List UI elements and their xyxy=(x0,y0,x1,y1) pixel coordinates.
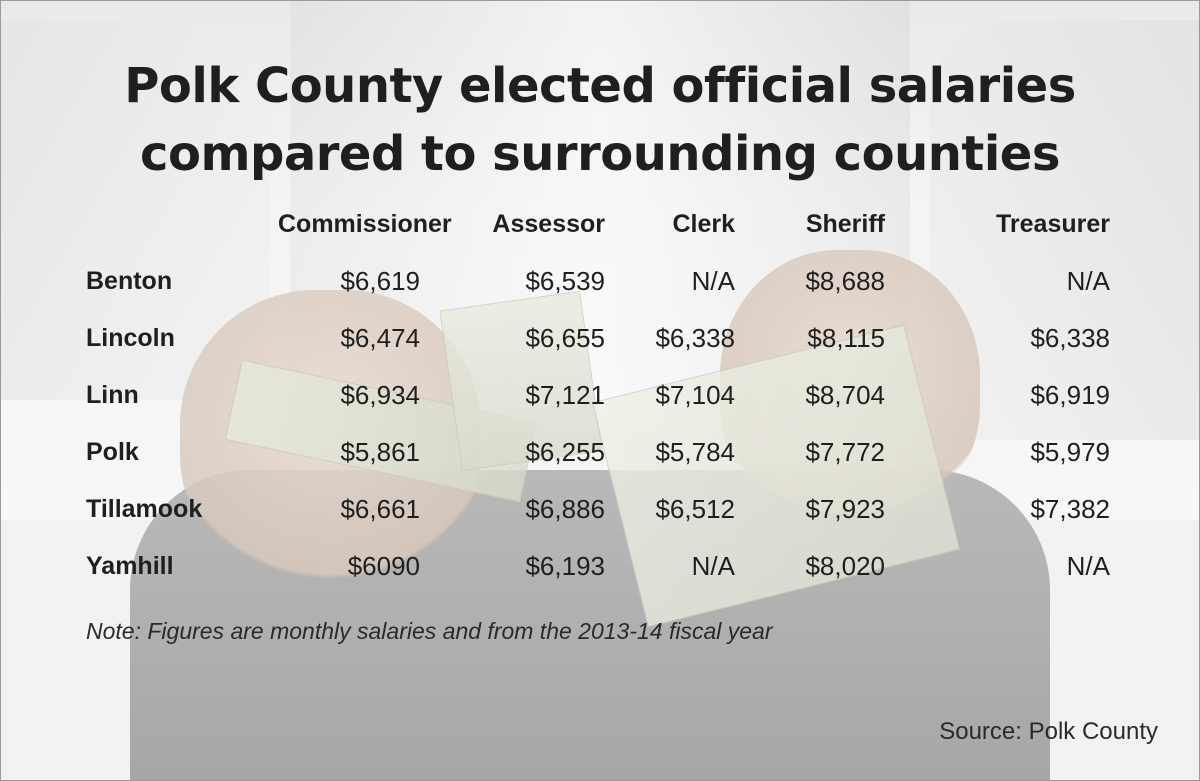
salary-cell-clerk: N/A xyxy=(691,266,735,296)
salary-cell-treasurer: N/A xyxy=(1066,551,1110,581)
salary-cell-clerk: $7,104 xyxy=(655,380,735,410)
salary-cell-treasurer: N/A xyxy=(1066,266,1110,296)
salary-cell-commissioner: $6090 xyxy=(347,551,420,581)
salary-cell-assessor: $7,121 xyxy=(525,380,605,410)
county-name: Yamhill xyxy=(86,552,174,580)
table-body: Benton $6,619 $6,539 N/A $8,688 N/A Lincoln $6,… xyxy=(78,253,1118,595)
table-row: Linn $6,934 $7,121 $7,104 $8,704 $6,919 xyxy=(78,367,1118,424)
county-name: Linn xyxy=(86,381,139,409)
salary-cell-treasurer: $6,919 xyxy=(1030,380,1110,410)
salary-cell-clerk: $5,784 xyxy=(655,437,735,467)
county-name: Tillamook xyxy=(86,495,203,523)
table-row: Polk $5,861 $6,255 $5,784 $7,772 $5,979 xyxy=(78,424,1118,481)
salary-cell-sheriff: $8,704 xyxy=(805,380,885,410)
salary-cell-treasurer: $5,979 xyxy=(1030,437,1110,467)
salary-cell-commissioner: $6,619 xyxy=(340,266,420,296)
salary-table: Commissioner Assessor Clerk Sheriff Trea… xyxy=(78,195,1118,595)
chart-title: Polk County elected official salaries co… xyxy=(0,52,1200,188)
salary-cell-sheriff: $8,020 xyxy=(805,551,885,581)
salary-cell-sheriff: $8,115 xyxy=(807,323,885,353)
header-assessor: Assessor xyxy=(492,209,605,238)
salary-cell-sheriff: $7,772 xyxy=(805,437,885,467)
county-name: Benton xyxy=(86,267,173,295)
salary-cell-clerk: $6,512 xyxy=(655,494,735,524)
salary-cell-assessor: $6,193 xyxy=(525,551,605,581)
salary-cell-commissioner: $6,474 xyxy=(340,323,420,353)
source-credit: Source: Polk County xyxy=(939,718,1158,745)
header-row: Commissioner Assessor Clerk Sheriff Trea… xyxy=(78,195,1118,253)
salary-cell-sheriff: $8,688 xyxy=(805,266,885,296)
header-commissioner: Commissioner xyxy=(278,209,452,238)
salary-cell-clerk: $6,338 xyxy=(655,323,735,353)
header-county xyxy=(78,195,278,253)
salary-cell-treasurer: $6,338 xyxy=(1030,323,1110,353)
salary-cell-assessor: $6,886 xyxy=(525,494,605,524)
salary-cell-clerk: N/A xyxy=(691,551,735,581)
salary-cell-assessor: $6,539 xyxy=(525,266,605,296)
table-row: Lincoln $6,474 $6,655 $6,338 $8,115 $6,338 xyxy=(78,310,1118,367)
salary-cell-commissioner: $5,861 xyxy=(340,437,420,467)
county-name: Polk xyxy=(86,438,139,466)
salary-cell-assessor: $6,255 xyxy=(525,437,605,467)
table-row: Yamhill $6090 $6,193 N/A $8,020 N/A xyxy=(78,538,1118,595)
header-treasurer: Treasurer xyxy=(996,209,1110,238)
salary-cell-assessor: $6,655 xyxy=(525,323,605,353)
footnote: Note: Figures are monthly salaries and f… xyxy=(86,618,773,644)
salary-cell-sheriff: $7,923 xyxy=(805,494,885,524)
salary-cell-commissioner: $6,934 xyxy=(340,380,420,410)
salary-cell-commissioner: $6,661 xyxy=(340,494,420,524)
header-sheriff: Sheriff xyxy=(805,209,885,238)
table-row: Tillamook $6,661 $6,886 $6,512 $7,923 $7,382 xyxy=(78,481,1118,538)
county-name: Lincoln xyxy=(86,324,175,352)
table-row: Benton $6,619 $6,539 N/A $8,688 N/A xyxy=(78,253,1118,310)
header-clerk: Clerk xyxy=(672,209,735,238)
salary-cell-treasurer: $7,382 xyxy=(1030,494,1110,524)
title-line-2: compared to surrounding counties xyxy=(140,126,1060,182)
title-line-1: Polk County elected official salaries xyxy=(124,58,1076,114)
